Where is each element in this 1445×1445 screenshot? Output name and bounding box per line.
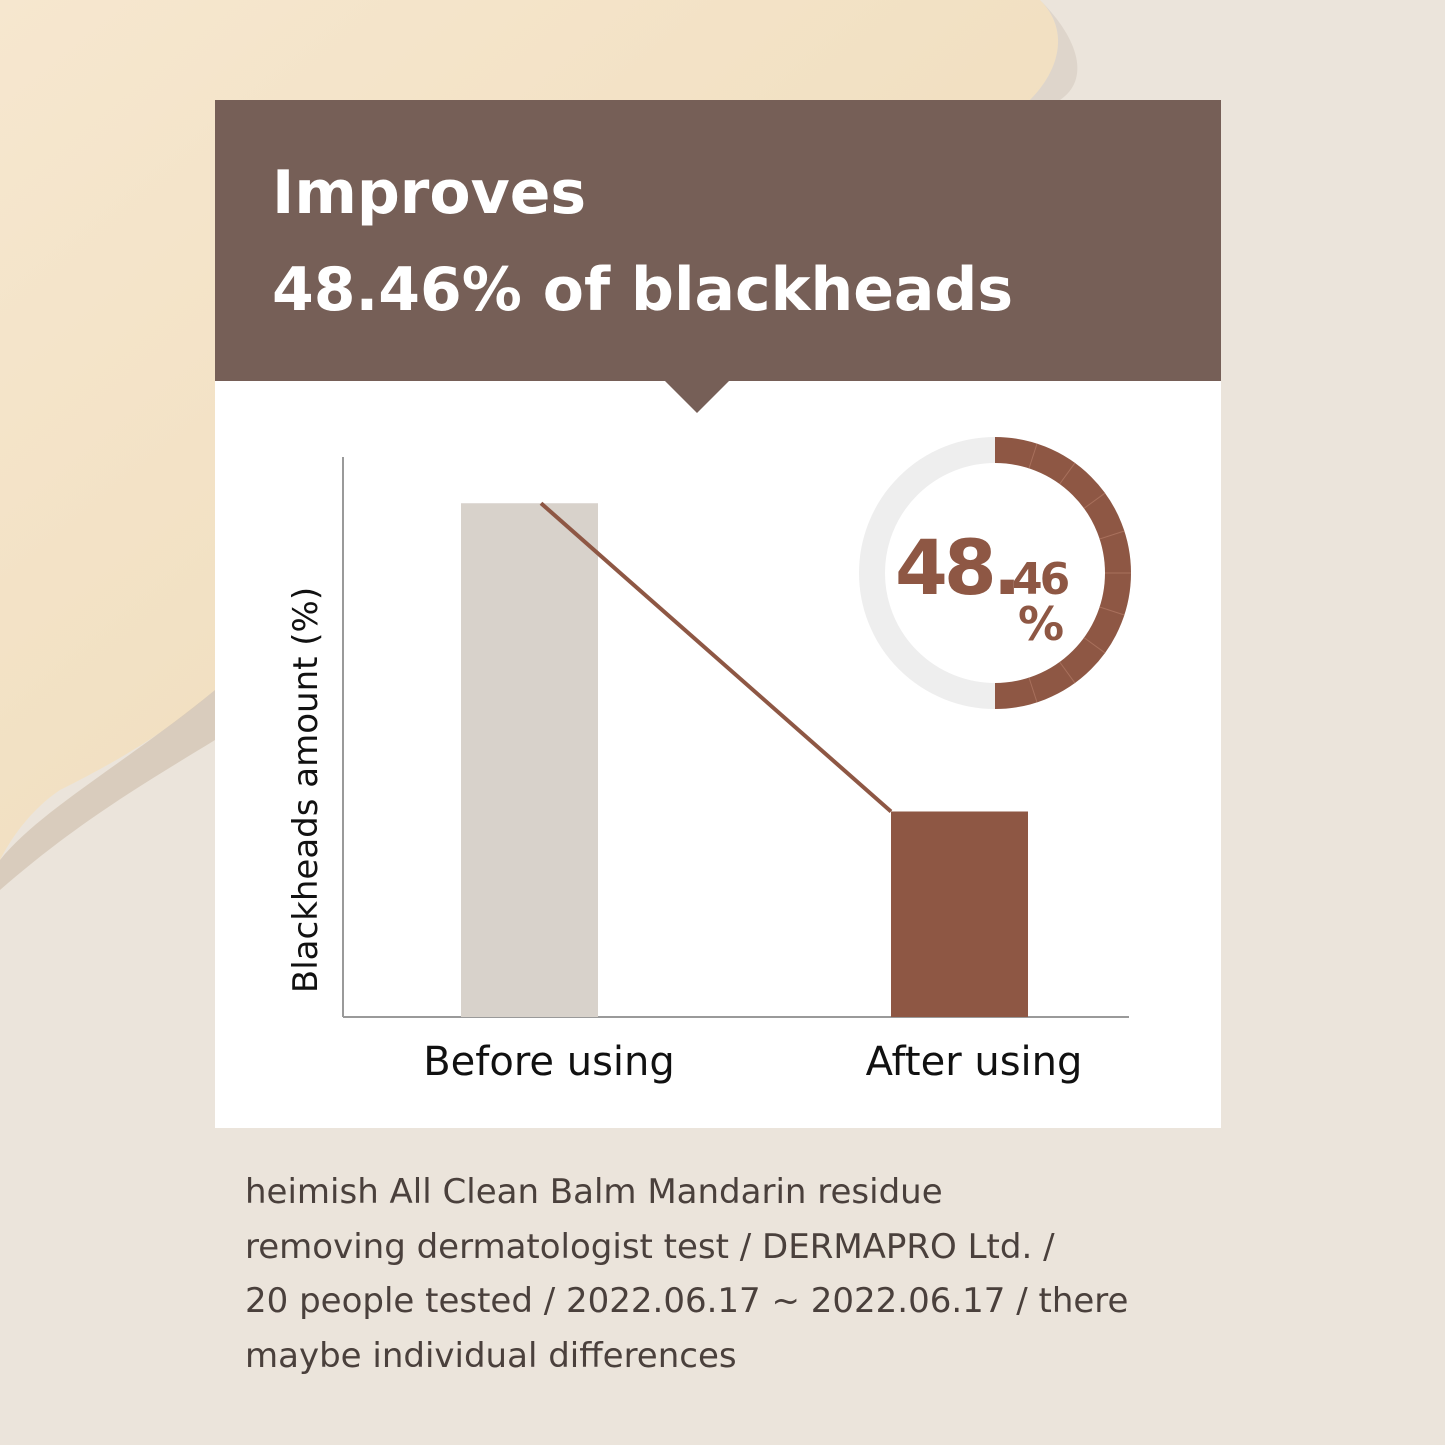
donut-segment-divider [1059,661,1076,684]
headline-line1: Improves [272,158,587,228]
headline-banner [215,100,1221,381]
donut-value-decimal: 46 [1012,554,1069,605]
donut-segment-divider [1083,637,1106,654]
donut-segment-divider [1028,677,1038,703]
donut-segment-divider [1059,462,1076,485]
donut-segment-divider [1099,606,1125,616]
donut-segment-divider [1083,492,1106,509]
footnote-line: removing dermatologist test / DERMAPRO L… [245,1226,1055,1267]
donut-segment-divider [1099,530,1125,540]
donut-unit: % [1018,597,1064,651]
x-tick-label-before: Before using [423,1039,675,1085]
donut-segment-divider [1028,443,1038,469]
svg-text:48. 46: 48. 46 [895,523,1069,612]
footnote: heimish All Clean Balm Mandarin residue … [245,1165,1205,1383]
donut-gauge: 48. 46 % [859,437,1131,709]
headline-line2: 48.46% of blackheads [272,255,1014,325]
bar-after-using [891,811,1028,1017]
footnote-line: maybe individual differences [245,1335,737,1376]
bar-before-using [461,503,598,1017]
callout-pointer [665,381,729,413]
donut-value-main: 48. [895,523,1018,612]
x-tick-label-after: After using [866,1039,1083,1085]
chart-card [215,381,1221,1128]
trend-line [539,501,893,813]
footnote-line: heimish All Clean Balm Mandarin residue [245,1172,943,1212]
y-axis-label: Blackheads amount (%) [286,587,326,993]
footnote-line: 20 people tested / 2022.06.17 ~ 2022.06.… [245,1281,1129,1321]
